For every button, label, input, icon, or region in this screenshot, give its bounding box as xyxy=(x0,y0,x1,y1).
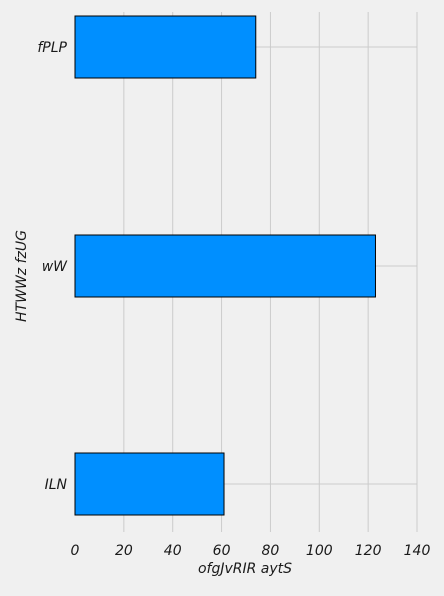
x-tick-label: 140 xyxy=(404,543,431,559)
x-tick-labels: 0 20 40 60 80 100 120 140 xyxy=(71,543,431,559)
bar-wW xyxy=(74,234,376,298)
y-axis-label: HTWWz fzUG xyxy=(14,230,30,322)
x-tick-label: 20 xyxy=(115,543,133,559)
x-tick-label: 40 xyxy=(164,543,182,559)
x-tick-label: 0 xyxy=(71,543,80,559)
y-tick-label: fPLP xyxy=(37,40,67,56)
x-tick-label: 120 xyxy=(355,543,382,559)
y-tick-labels: fPLP wW ILN xyxy=(37,40,68,493)
bar-ILN xyxy=(74,452,225,516)
y-tick-label: wW xyxy=(42,259,68,275)
y-tick-label: ILN xyxy=(45,477,68,493)
bars xyxy=(74,15,376,516)
bar-fPLP xyxy=(74,15,257,79)
x-tick-label: 60 xyxy=(213,543,231,559)
x-axis-label: ofgJvRIR aytS xyxy=(198,561,292,577)
x-tick-label: 80 xyxy=(262,543,280,559)
x-tick-label: 100 xyxy=(306,543,333,559)
